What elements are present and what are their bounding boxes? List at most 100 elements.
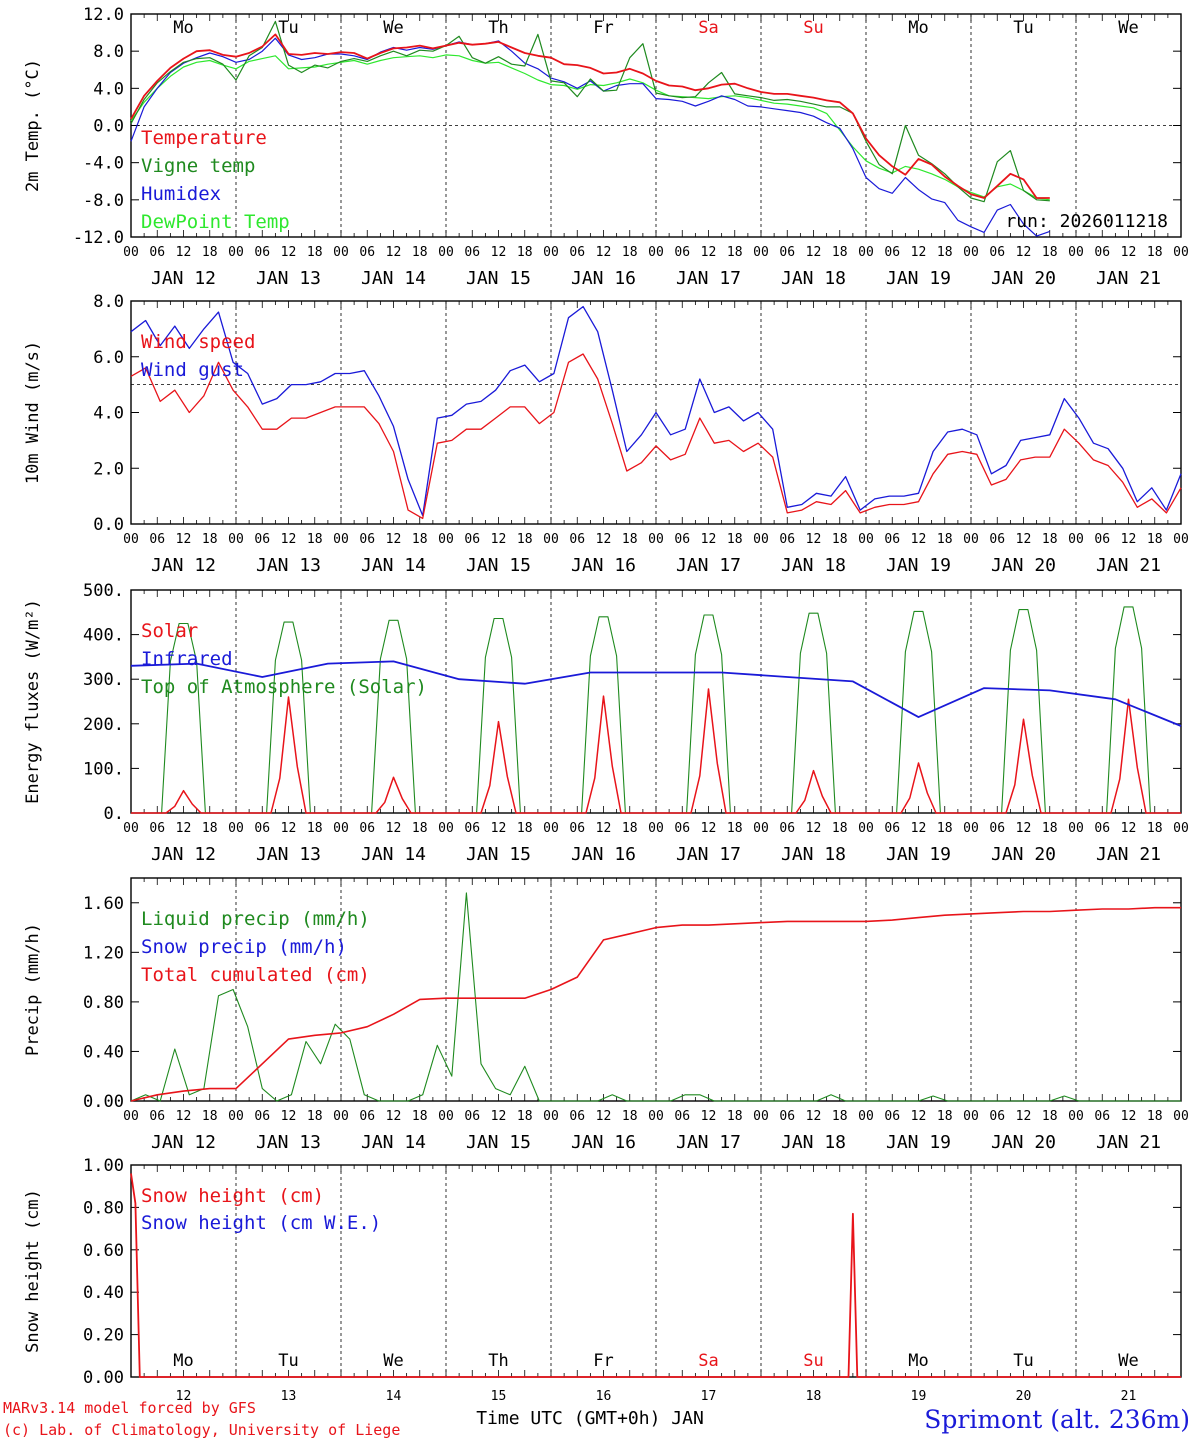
hour-tick-label: 00 bbox=[963, 532, 979, 547]
hour-tick-label: 00 bbox=[543, 1109, 559, 1124]
date-label: JAN 14 bbox=[361, 844, 426, 865]
hour-tick-label: 00 bbox=[438, 1109, 454, 1124]
hour-tick-label: 18 bbox=[1042, 821, 1058, 836]
date-label: JAN 14 bbox=[361, 268, 426, 289]
hour-tick-label: 12 bbox=[1016, 245, 1032, 260]
hour-tick-label: 12 bbox=[491, 821, 507, 836]
hour-tick-label: 00 bbox=[648, 532, 664, 547]
hour-tick-label: 12 bbox=[596, 245, 612, 260]
hour-tick-label: 06 bbox=[884, 245, 900, 260]
day-name-top: Tu bbox=[278, 18, 298, 38]
hour-tick-label: 12 bbox=[1121, 245, 1137, 260]
date-label: JAN 13 bbox=[256, 268, 321, 289]
hour-tick-label: 18 bbox=[307, 532, 323, 547]
hour-tick-label: 12 bbox=[701, 1109, 717, 1124]
hour-tick-label: 06 bbox=[779, 532, 795, 547]
hour-tick-label: 00 bbox=[228, 245, 244, 260]
date-label: JAN 19 bbox=[886, 1132, 951, 1153]
hour-tick-label: 06 bbox=[149, 245, 165, 260]
hour-tick-label: 18 bbox=[202, 821, 218, 836]
hour-tick-label: 00 bbox=[438, 532, 454, 547]
hour-tick-label: 06 bbox=[359, 1109, 375, 1124]
date-label: JAN 21 bbox=[1096, 844, 1161, 865]
hour-tick-label: 00 bbox=[1173, 245, 1189, 260]
hour-tick-label: 18 bbox=[202, 1109, 218, 1124]
legend-snow-height-cm-w-e: Snow height (cm W.E.) bbox=[141, 1212, 381, 1234]
day-name-bottom: Th bbox=[488, 1351, 508, 1371]
day-number: 18 bbox=[806, 1389, 822, 1404]
hour-tick-label: 00 bbox=[123, 1109, 139, 1124]
series-line-vigne-temp bbox=[131, 21, 1050, 201]
hour-tick-label: 12 bbox=[911, 532, 927, 547]
hour-tick-label: 12 bbox=[806, 532, 822, 547]
legend-wind-speed: Wind speed bbox=[141, 331, 255, 353]
hour-tick-label: 18 bbox=[937, 245, 953, 260]
day-number: 16 bbox=[596, 1389, 612, 1404]
day-number: 21 bbox=[1121, 1389, 1137, 1404]
hour-tick-label: 00 bbox=[1173, 1109, 1189, 1124]
series-line-dewpoint-temp bbox=[131, 55, 1050, 200]
hour-tick-label: 00 bbox=[333, 532, 349, 547]
hour-tick-label: 12 bbox=[701, 821, 717, 836]
day-number: 15 bbox=[491, 1389, 507, 1404]
legend-snow-precip-mm-h: Snow precip (mm/h) bbox=[141, 936, 347, 958]
hour-tick-label: 00 bbox=[1068, 821, 1084, 836]
hour-tick-label: 06 bbox=[1094, 532, 1110, 547]
date-label: JAN 18 bbox=[781, 844, 846, 865]
date-label: JAN 16 bbox=[571, 268, 636, 289]
day-name-bottom: We bbox=[383, 1351, 403, 1371]
hour-tick-label: 06 bbox=[674, 532, 690, 547]
date-label: JAN 13 bbox=[256, 555, 321, 576]
hour-tick-label: 12 bbox=[911, 245, 927, 260]
y-tick-label: 2.0 bbox=[93, 459, 124, 479]
hour-tick-label: 18 bbox=[307, 245, 323, 260]
hour-tick-label: 06 bbox=[1094, 245, 1110, 260]
hour-tick-label: 06 bbox=[464, 1109, 480, 1124]
hour-tick-label: 00 bbox=[648, 1109, 664, 1124]
date-label: JAN 17 bbox=[676, 268, 741, 289]
y-tick-label: 0.00 bbox=[83, 1368, 124, 1388]
panel-temp bbox=[131, 14, 1181, 237]
hour-tick-label: 06 bbox=[254, 1109, 270, 1124]
y-tick-label: -12.0 bbox=[73, 228, 124, 248]
hour-tick-label: 18 bbox=[832, 532, 848, 547]
hour-tick-label: 18 bbox=[517, 1109, 533, 1124]
hour-tick-label: 12 bbox=[491, 532, 507, 547]
hour-tick-label: 06 bbox=[464, 821, 480, 836]
date-label: JAN 19 bbox=[886, 555, 951, 576]
y-tick-label: 0.60 bbox=[83, 1241, 124, 1261]
hour-tick-label: 06 bbox=[884, 532, 900, 547]
y-axis-label: Precip (mm/h) bbox=[23, 923, 43, 1056]
date-label: JAN 17 bbox=[676, 844, 741, 865]
y-tick-label: 400. bbox=[83, 626, 124, 646]
date-label: JAN 19 bbox=[886, 268, 951, 289]
hour-tick-label: 00 bbox=[963, 821, 979, 836]
date-label: JAN 21 bbox=[1096, 555, 1161, 576]
model-credit: MARv3.14 model forced by GFS bbox=[3, 1399, 256, 1417]
series-line-temperature bbox=[131, 34, 1050, 198]
hour-tick-label: 06 bbox=[884, 821, 900, 836]
hour-tick-label: 18 bbox=[622, 532, 638, 547]
date-label: JAN 15 bbox=[466, 1132, 531, 1153]
hour-tick-label: 18 bbox=[307, 821, 323, 836]
hour-tick-label: 18 bbox=[412, 1109, 428, 1124]
hour-tick-label: 12 bbox=[596, 532, 612, 547]
hour-tick-label: 06 bbox=[254, 532, 270, 547]
hour-tick-label: 12 bbox=[386, 821, 402, 836]
date-label: JAN 12 bbox=[151, 555, 216, 576]
y-tick-label: 100. bbox=[83, 759, 124, 779]
hour-tick-label: 18 bbox=[517, 532, 533, 547]
hour-tick-label: 00 bbox=[543, 821, 559, 836]
hour-tick-label: 06 bbox=[359, 821, 375, 836]
y-tick-label: 4.0 bbox=[93, 404, 124, 424]
hour-tick-label: 12 bbox=[911, 821, 927, 836]
date-label: JAN 21 bbox=[1096, 268, 1161, 289]
hour-tick-label: 00 bbox=[753, 821, 769, 836]
y-tick-label: 1.00 bbox=[83, 1156, 124, 1176]
hour-tick-label: 00 bbox=[123, 821, 139, 836]
day-number: 14 bbox=[386, 1389, 402, 1404]
hour-tick-label: 06 bbox=[779, 821, 795, 836]
hour-tick-label: 18 bbox=[727, 821, 743, 836]
hour-tick-label: 06 bbox=[464, 245, 480, 260]
hour-tick-label: 18 bbox=[1042, 245, 1058, 260]
